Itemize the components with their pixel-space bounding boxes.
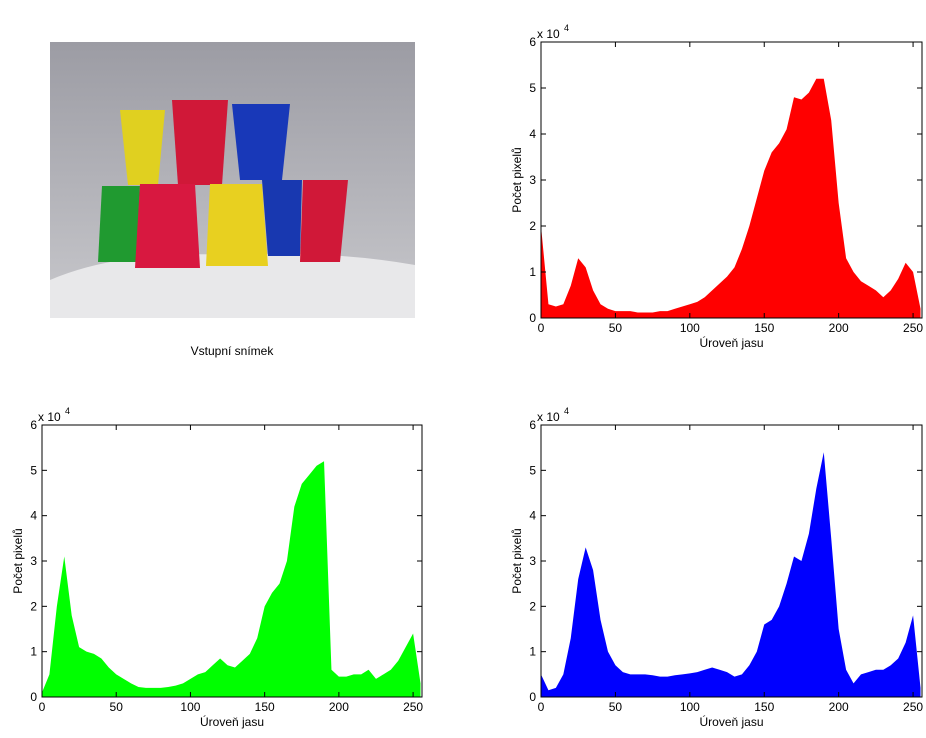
x-tick-label: 100 bbox=[680, 321, 700, 335]
y-tick-label: 5 bbox=[529, 463, 536, 477]
y-scale-label: x 10 bbox=[38, 410, 61, 424]
y-tick-label: 3 bbox=[529, 554, 536, 568]
x-tick-label: 50 bbox=[609, 321, 623, 335]
x-axis-label: Úroveň jasu bbox=[200, 714, 264, 729]
x-tick-label: 100 bbox=[680, 700, 700, 714]
y-tick-label: 4 bbox=[529, 127, 536, 141]
x-tick-label: 150 bbox=[754, 321, 774, 335]
y-axis-label: Počet pixelů bbox=[510, 528, 524, 593]
x-tick-label: 200 bbox=[329, 700, 349, 714]
y-tick-label: 1 bbox=[30, 645, 37, 659]
x-tick-label: 0 bbox=[538, 321, 545, 335]
x-tick-label: 250 bbox=[903, 321, 923, 335]
x-tick-label: 100 bbox=[180, 700, 200, 714]
y-scale-exponent: 4 bbox=[564, 23, 569, 33]
x-tick-label: 50 bbox=[110, 700, 124, 714]
histogram-area bbox=[541, 78, 921, 318]
x-axis-label: Úroveň jasu bbox=[699, 335, 763, 350]
y-tick-label: 1 bbox=[529, 265, 536, 279]
y-tick-label: 1 bbox=[529, 645, 536, 659]
y-scale-exponent: 4 bbox=[564, 406, 569, 416]
x-tick-label: 250 bbox=[403, 700, 423, 714]
axes-box bbox=[41, 424, 423, 698]
x-tick-label: 150 bbox=[754, 700, 774, 714]
y-tick-label: 3 bbox=[529, 173, 536, 187]
x-tick-label: 150 bbox=[255, 700, 275, 714]
y-axis-label: Počet pixelů bbox=[11, 528, 25, 593]
y-tick-label: 2 bbox=[529, 599, 536, 613]
y-tick-label: 4 bbox=[30, 509, 37, 523]
histogram-area bbox=[42, 461, 421, 697]
y-axis-label: Počet pixelů bbox=[510, 147, 524, 212]
y-tick-label: 6 bbox=[30, 418, 37, 432]
y-tick-label: 3 bbox=[30, 554, 37, 568]
input-photo bbox=[50, 42, 415, 318]
x-tick-label: 50 bbox=[609, 700, 623, 714]
y-tick-label: 6 bbox=[529, 35, 536, 49]
x-axis-label: Úroveň jasu bbox=[699, 714, 763, 729]
y-tick-label: 5 bbox=[529, 81, 536, 95]
y-tick-label: 5 bbox=[30, 463, 37, 477]
y-tick-label: 2 bbox=[30, 599, 37, 613]
x-tick-label: 250 bbox=[903, 700, 923, 714]
x-tick-label: 0 bbox=[39, 700, 46, 714]
histogram-area bbox=[541, 452, 921, 697]
y-tick-label: 0 bbox=[529, 690, 536, 704]
x-tick-label: 200 bbox=[829, 700, 849, 714]
image-caption: Vstupní snímek bbox=[191, 344, 275, 358]
y-tick-label: 2 bbox=[529, 219, 536, 233]
y-tick-label: 0 bbox=[30, 690, 37, 704]
y-tick-label: 0 bbox=[529, 311, 536, 325]
y-scale-label: x 10 bbox=[537, 27, 560, 41]
y-scale-label: x 10 bbox=[537, 410, 560, 424]
x-tick-label: 200 bbox=[829, 321, 849, 335]
y-tick-label: 6 bbox=[529, 418, 536, 432]
y-scale-exponent: 4 bbox=[65, 406, 70, 416]
x-tick-label: 0 bbox=[538, 700, 545, 714]
y-tick-label: 4 bbox=[529, 509, 536, 523]
